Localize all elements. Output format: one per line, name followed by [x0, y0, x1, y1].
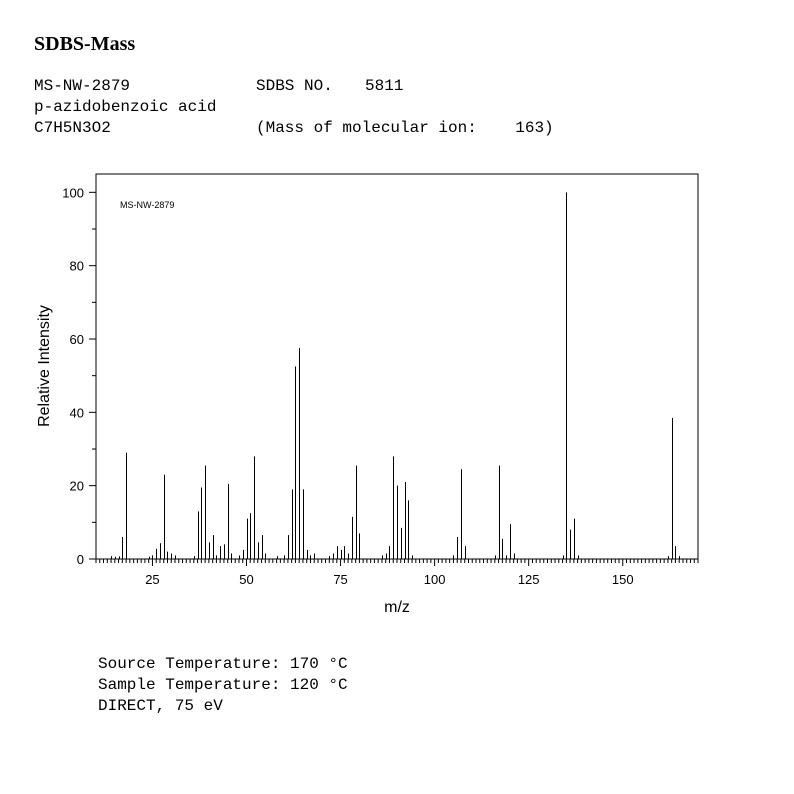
ms-code: MS-NW-2879: [34, 77, 131, 95]
sdbs-no: 5811: [365, 77, 404, 95]
x-tick-label: 100: [424, 572, 446, 587]
x-tick-label: 75: [333, 572, 347, 587]
sample-temperature: Sample Temperature: 120 °C: [98, 676, 348, 694]
y-tick-label: 20: [70, 479, 84, 494]
x-tick-label: 125: [518, 572, 540, 587]
y-tick-label: 40: [70, 405, 84, 420]
compound-name: p-azidobenzoic acid: [34, 98, 217, 116]
source-temperature: Source Temperature: 170 °C: [98, 655, 348, 673]
y-tick-label: 60: [70, 332, 84, 347]
y-tick-label: 80: [70, 259, 84, 274]
peak-series: [111, 192, 680, 559]
inset-label: MS-NW-2879: [120, 200, 174, 210]
y-tick-label: 0: [77, 552, 84, 567]
y-axis-title: Relative Intensity: [36, 305, 53, 427]
ionization-method: DIRECT, 75 eV: [98, 697, 223, 715]
x-tick-label: 25: [145, 572, 159, 587]
molecular-ion: (Mass of molecular ion: 163): [256, 119, 554, 137]
chart-axes: 25 50 75 100 125 150 0 20 40 60 80 100: [62, 173, 699, 587]
sdbs-no-label: SDBS NO.: [256, 77, 333, 95]
y-tick-label: 100: [62, 185, 84, 200]
molecular-formula: C7H5N3O2: [34, 119, 111, 137]
x-tick-label: 150: [612, 572, 634, 587]
x-axis-title: m/z: [384, 599, 410, 616]
page-title: SDBS-Mass: [34, 33, 136, 55]
x-tick-label: 50: [239, 572, 253, 587]
